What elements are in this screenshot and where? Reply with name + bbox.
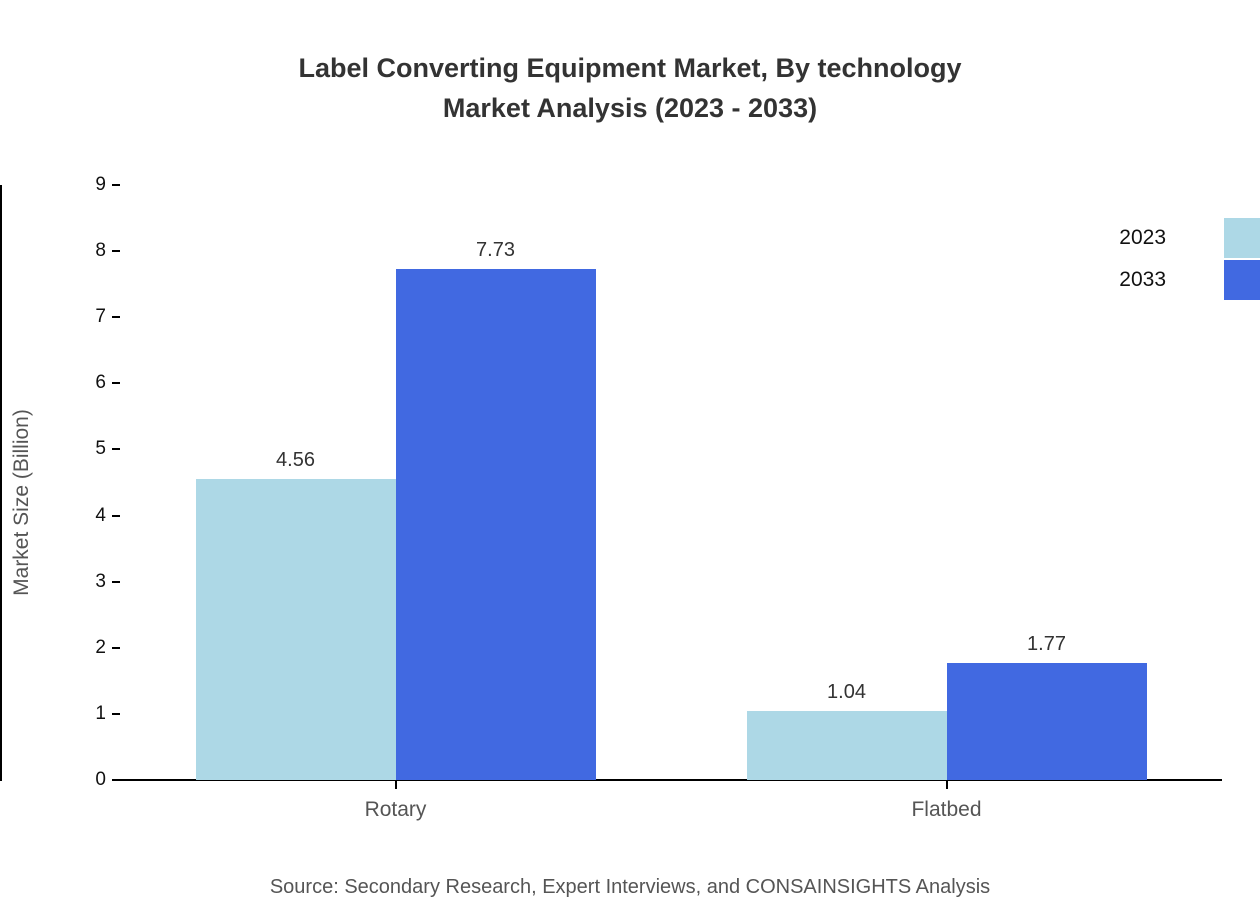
y-axis-tick-mark	[112, 646, 120, 649]
x-axis-tick-label: Rotary	[364, 798, 427, 821]
bar-value-label: 1.77	[1027, 632, 1066, 655]
y-axis-tick-label: 1	[95, 702, 106, 724]
y-axis-tick-label: 4	[95, 504, 106, 526]
bar-value-label: 7.73	[476, 238, 515, 261]
bar-rotary-2033[interactable]: 7.73	[395, 239, 596, 780]
y-axis-tick-mark	[112, 514, 120, 517]
legend-color-swatch	[1224, 260, 1260, 300]
source-note: Source: Secondary Research, Expert Inter…	[269, 876, 991, 898]
y-axis-tick-mark	[112, 712, 120, 715]
y-axis-tick-mark	[112, 580, 120, 583]
legend-item-2023[interactable]: 2023	[1119, 218, 1260, 258]
bar-flatbed-2023[interactable]: 1.04	[746, 681, 947, 780]
bar-value-label: 4.56	[276, 448, 315, 471]
legend-item-label: 2033	[1119, 268, 1166, 291]
y-axis-tick-mark	[112, 184, 120, 186]
y-axis-tick-mark	[112, 448, 120, 451]
x-axis-tick-mark	[394, 780, 397, 789]
y-axis-tick-mark	[112, 382, 120, 385]
legend-color-swatch	[1224, 218, 1260, 258]
y-axis-tick-label: 0	[95, 769, 106, 790]
y-axis-tick-label: 8	[95, 240, 106, 262]
legend-item-2033[interactable]: 2033	[1119, 260, 1260, 300]
chart-legend: 2023 2033	[1119, 218, 1260, 302]
y-axis-tick-label: 7	[95, 306, 106, 328]
x-axis-tick-label: Flatbed	[911, 798, 982, 821]
y-axis-spine	[0, 185, 2, 781]
y-axis-tick-mark	[112, 250, 120, 253]
y-axis-tick-label: 5	[95, 438, 106, 460]
chart-title-line-1: Label Converting Equipment Market, By te…	[298, 53, 962, 83]
y-axis-tick-mark	[112, 779, 120, 781]
y-axis-tick-mark	[112, 316, 120, 319]
x-axis-tick-mark	[945, 780, 948, 789]
y-axis-title: Market Size (Billion)	[10, 409, 33, 596]
y-axis-tick-label: 9	[95, 174, 106, 195]
y-axis-tick-label: 2	[95, 636, 106, 658]
x-axis-spine	[120, 779, 1222, 781]
y-axis-tick-label: 6	[95, 372, 106, 394]
bar-rotary-2023[interactable]: 4.56	[195, 449, 396, 780]
chart-title-line-2: Market Analysis (2023 - 2033)	[442, 93, 818, 123]
bar-value-label: 1.04	[827, 681, 866, 704]
y-axis-tick-label: 3	[95, 570, 106, 592]
chart-title: Label Converting Equipment Market, By te…	[0, 48, 1260, 128]
plot-area: 0 1 2 3 4 5 6 7 8 9 Rotary 4.56 7.73 Flatbed 1.04 1.77	[95, 174, 1222, 821]
bar-flatbed-2033[interactable]: 1.77	[946, 633, 1147, 780]
legend-item-label: 2023	[1119, 226, 1166, 249]
